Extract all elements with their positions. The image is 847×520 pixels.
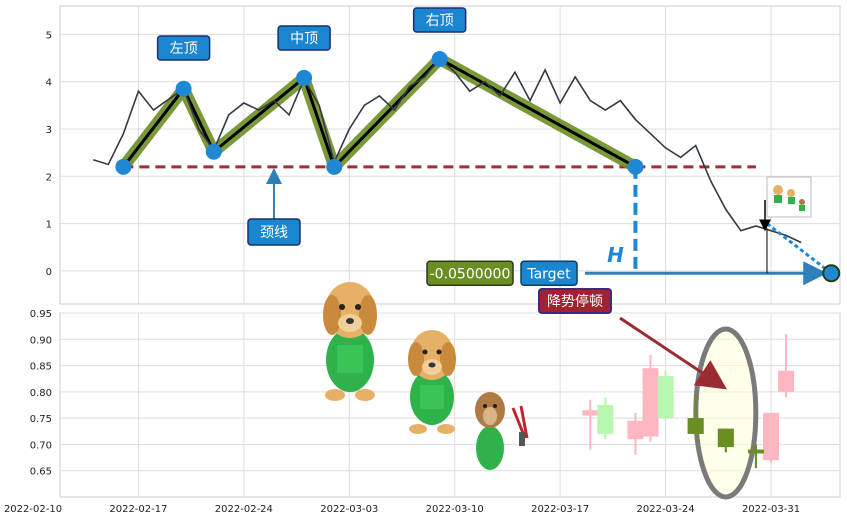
price-series-line xyxy=(93,56,802,244)
pattern-node xyxy=(115,158,132,175)
candle-body-highlighted xyxy=(717,428,734,448)
height-label: H xyxy=(607,243,624,267)
date-x-axis: 2022-02-10 2022-02-17 2022-02-24 2022-03-03… xyxy=(4,504,800,515)
candle-y-tick-label: 0.90 xyxy=(30,335,52,346)
candle-body-highlighted xyxy=(687,418,704,434)
price-grid xyxy=(60,6,840,304)
date-x-tick-label: 2022-03-24 xyxy=(637,504,695,515)
pattern-node xyxy=(326,158,343,175)
head-label-box xyxy=(277,25,331,51)
price-y-axis: 0 1 2 3 4 5 xyxy=(46,30,52,278)
mascot-dog-1 xyxy=(323,282,377,401)
date-x-tick-label: 2022-03-03 xyxy=(320,504,378,515)
candle-annotations: 降势停顿 xyxy=(538,288,764,500)
candle-body xyxy=(597,405,614,434)
head-label-text: 中顶 xyxy=(290,31,318,47)
neckline-label-box xyxy=(247,218,301,246)
date-x-tick-label: 2022-03-10 xyxy=(426,504,484,515)
candle-body xyxy=(657,376,674,419)
highlight-ellipse xyxy=(693,326,759,500)
candle-y-tick-label: 0.80 xyxy=(30,388,52,399)
candle-body xyxy=(642,368,659,437)
candle-body xyxy=(778,370,795,392)
price-y-tick-label: 2 xyxy=(46,172,52,183)
left-shoulder-label-text: 左顶 xyxy=(170,41,198,57)
pattern-nodes xyxy=(115,50,644,175)
candle-y-tick-label: 0.75 xyxy=(30,414,52,425)
candle-y-tick-label: 0.85 xyxy=(30,362,52,373)
price-y-tick-label: 3 xyxy=(46,125,52,136)
date-x-tick-label: 2022-03-31 xyxy=(742,504,800,515)
target-value-label-box xyxy=(426,260,514,287)
mascot-dog-3 xyxy=(475,392,529,470)
candle-y-tick-label: 0.70 xyxy=(30,440,52,451)
date-x-tick-label: 2022-02-10 xyxy=(4,504,62,515)
candle-y-tick-label: 0.95 xyxy=(30,309,52,320)
right-shoulder-label-box xyxy=(412,7,467,33)
price-y-tick-label: 1 xyxy=(46,220,52,231)
date-x-tick-label: 2022-03-17 xyxy=(531,504,589,515)
target-node xyxy=(822,264,841,283)
neckline-label-text: 颈线 xyxy=(260,225,288,241)
trend-note-text: 降势停顿 xyxy=(547,293,603,310)
date-x-tick-label: 2022-02-24 xyxy=(215,504,273,515)
target-value-label-text: -0.0500000 xyxy=(430,266,511,282)
candle-body-highlighted xyxy=(747,449,764,454)
price-y-tick-label: 4 xyxy=(46,78,52,89)
right-shoulder-label-text: 右顶 xyxy=(426,13,454,29)
price-y-tick-label: 5 xyxy=(46,30,52,41)
left-shoulder-label-box xyxy=(156,35,211,61)
candle-y-tick-label: 0.65 xyxy=(30,467,52,478)
target-label-text: Target xyxy=(526,266,571,282)
candle-y-axis: 0.65 0.70 0.75 0.80 0.85 0.90 0.95 xyxy=(30,309,52,478)
pattern-node xyxy=(296,69,313,86)
trend-note-arrow xyxy=(619,316,727,390)
mascot-dog-2 xyxy=(408,330,456,434)
pattern-node xyxy=(431,50,448,67)
inset-thumbnail xyxy=(766,176,812,218)
price-y-tick-label: 0 xyxy=(46,267,52,278)
pattern-node xyxy=(205,143,222,160)
pattern-node xyxy=(175,80,192,97)
target-label-box xyxy=(520,260,578,287)
candle-body xyxy=(627,420,644,440)
date-x-tick-label: 2022-02-17 xyxy=(109,504,167,515)
candle-body xyxy=(582,410,599,416)
trend-note-box xyxy=(538,288,612,314)
price-line xyxy=(93,56,802,244)
candle-body xyxy=(763,412,779,461)
